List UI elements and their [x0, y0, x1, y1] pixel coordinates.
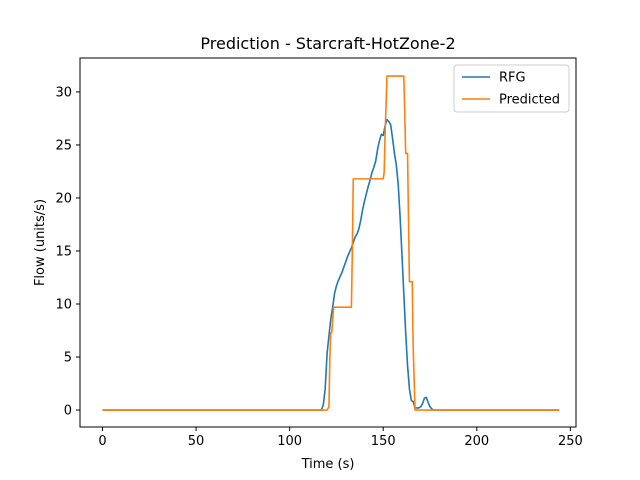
x-tick-label: 200 [464, 434, 489, 449]
x-tick-label: 0 [98, 434, 106, 449]
y-tick-label: 5 [64, 351, 72, 366]
plot-area [102, 75, 560, 411]
y-axis-label: Flow (units/s) [33, 199, 48, 286]
chart-title: Prediction - Starcraft-HotZone-2 [200, 34, 455, 53]
axes-frame [79, 57, 577, 428]
y-tick-label: 30 [55, 85, 72, 100]
x-tick-label: 50 [188, 434, 205, 449]
y-tick-label: 0 [64, 404, 72, 419]
y-tick-label: 20 [55, 191, 72, 206]
y-tick-label: 10 [55, 298, 72, 313]
x-axis-label: Time (s) [301, 457, 355, 472]
legend-label: RFG [499, 71, 526, 86]
legend: RFG Predicted [453, 64, 570, 113]
x-tick-label: 100 [277, 434, 302, 449]
series-line-predicted [102, 75, 560, 411]
axis-ticks: 0 50 100 150 200 250 0 5 10 15 20 25 30 [55, 85, 582, 449]
x-tick-label: 150 [371, 434, 396, 449]
y-tick-label: 25 [55, 138, 72, 153]
x-tick-label: 250 [558, 434, 583, 449]
legend-label: Predicted [499, 93, 560, 108]
y-tick-label: 15 [55, 244, 72, 259]
